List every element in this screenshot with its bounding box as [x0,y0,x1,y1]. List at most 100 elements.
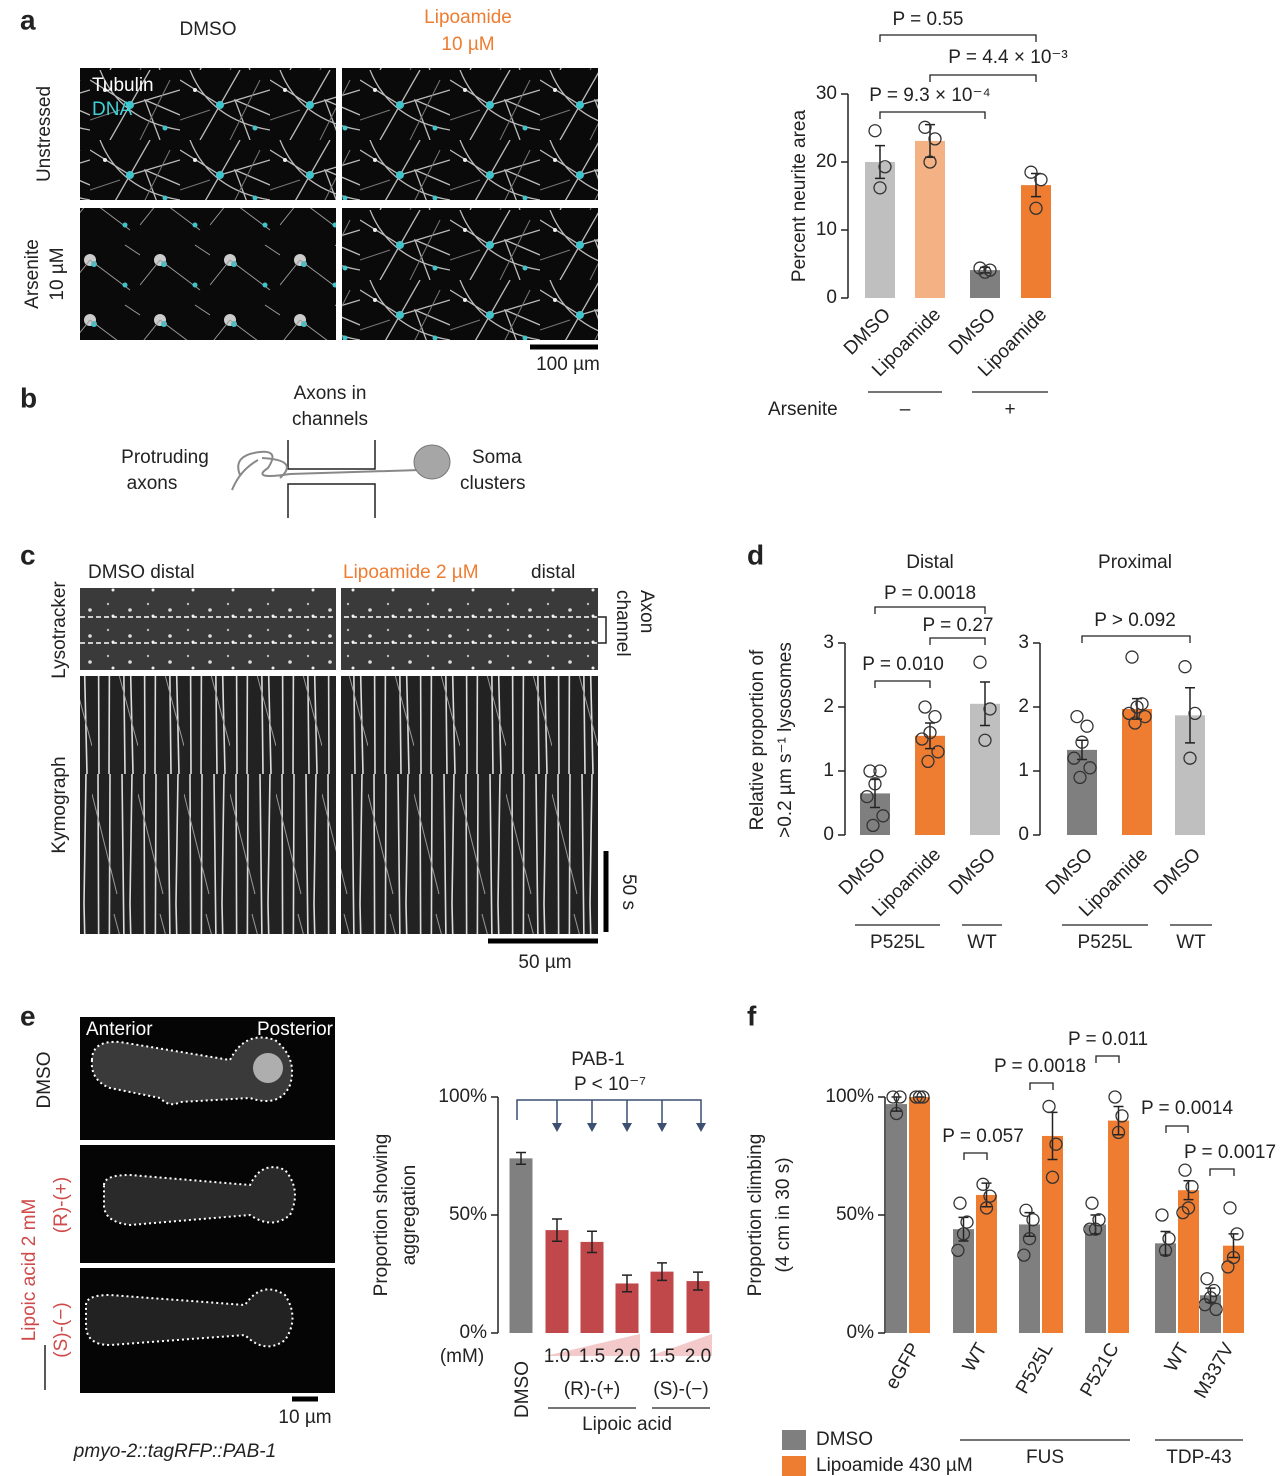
y-tick-label: 100% [438,1086,487,1107]
diagram-label: Axons in [294,383,367,404]
data-point [909,1090,923,1104]
data-point [1083,761,1097,775]
caption: pmyo-2::tagRFP::PAB-1 [73,1441,276,1462]
y-axis-label: Relative proportion of [747,649,768,830]
data-point [983,1189,997,1203]
data-point [893,1090,907,1104]
image-label: Anterior [86,1019,153,1040]
micrographs-e [44,1017,335,1402]
micrographs-c [80,588,609,944]
error-bar [981,1182,992,1208]
data-point [1026,1213,1040,1227]
data-point [873,764,887,778]
error-bar [891,1096,902,1112]
y-tick-label: 50% [449,1204,487,1225]
significance-bracket [1029,1082,1054,1090]
data-point [916,1090,930,1104]
bar [1085,1224,1106,1333]
significance-bracket [874,680,931,688]
significance-bracket [963,1152,988,1160]
y-tick-label: 1 [1018,760,1029,781]
bar [686,1281,710,1333]
bar [509,1158,533,1333]
group-title: Arsenite [768,399,838,420]
device-diagram [231,440,451,518]
data-point [866,818,880,833]
data-point [860,789,874,804]
group-label: P525L [1078,932,1133,953]
panel-letter: c [20,539,36,570]
group-label: TDP-43 [1166,1447,1231,1468]
scale-label: 10 µm [278,1407,331,1428]
row-label: DMSO [34,1052,55,1109]
p-value: P = 0.0018 [994,1056,1086,1077]
diagram-label: clusters [460,473,525,494]
y-tick-label: 1 [823,760,834,781]
group-label: (S)-(−) [653,1379,708,1400]
data-point [978,733,992,747]
data-point [1223,1201,1237,1215]
data-point [983,702,997,716]
error-bar [516,1151,526,1166]
legend-label: DMSO [816,1429,873,1450]
data-point [863,764,877,778]
bar [1155,1243,1176,1333]
data-point [1111,1125,1126,1140]
channel-bracket [598,616,607,644]
bar [545,1230,569,1333]
column-label: Lipoamide [424,7,512,28]
bar [909,1097,930,1333]
arrow-head [552,1123,706,1132]
p-value: P = 0.011 [1068,1029,1148,1050]
bar [1178,1190,1199,1333]
data-point [1183,751,1197,765]
micrograph [80,208,336,340]
data-point [1188,706,1202,721]
y-tick-label: 50% [836,1204,874,1225]
data-point [1108,1090,1122,1104]
data-point [1207,1283,1221,1298]
data-point [1221,1260,1235,1274]
x-tick-label: DMSO [835,844,890,899]
bar [1019,1224,1040,1333]
chart-title: Proximal [1098,552,1172,573]
p-value: P = 0.010 [862,654,944,675]
y-tick-label: 2 [1018,696,1029,717]
x-tick-label: P525L [1012,1340,1058,1398]
diagram-label: axons [127,473,178,494]
column-label: DMSO [180,19,237,40]
bar [1042,1135,1063,1333]
data-point [1092,1213,1106,1227]
data-point [886,1090,900,1104]
y-axis-label: Percent neurite area [789,109,810,282]
data-point [915,732,929,746]
aggregate [253,1053,283,1083]
p-value: P = 0.0017 [1184,1142,1276,1163]
data-point [921,754,935,769]
image-title: distal [531,562,575,583]
channel-label: channel [612,590,633,657]
error-bar [622,1274,632,1293]
row-label: (S)-(−) [51,1302,72,1357]
significance-bracket [1209,1168,1235,1176]
y-tick-label: 0 [826,287,837,308]
panel-letter: f [747,1000,757,1031]
bar [580,1241,604,1333]
x-tick-label: 1.5 [649,1346,675,1367]
data-point [1128,716,1142,730]
bar [865,162,895,298]
data-point [1138,709,1152,724]
x-tick-label: DMSO [512,1361,533,1418]
data-point [868,124,882,138]
chart-title: PAB-1 [571,1049,625,1070]
channel-label: DNA [92,99,132,120]
significance-bracket [1095,1055,1120,1063]
p-value: P = 0.55 [893,9,964,30]
row-label: Kymograph [49,756,70,853]
bar [650,1271,674,1333]
micrographs-a [80,68,598,350]
p-value: P > 0.092 [1094,610,1176,631]
row-label: (R)-(+) [51,1177,72,1233]
worm-outline [85,1288,294,1348]
